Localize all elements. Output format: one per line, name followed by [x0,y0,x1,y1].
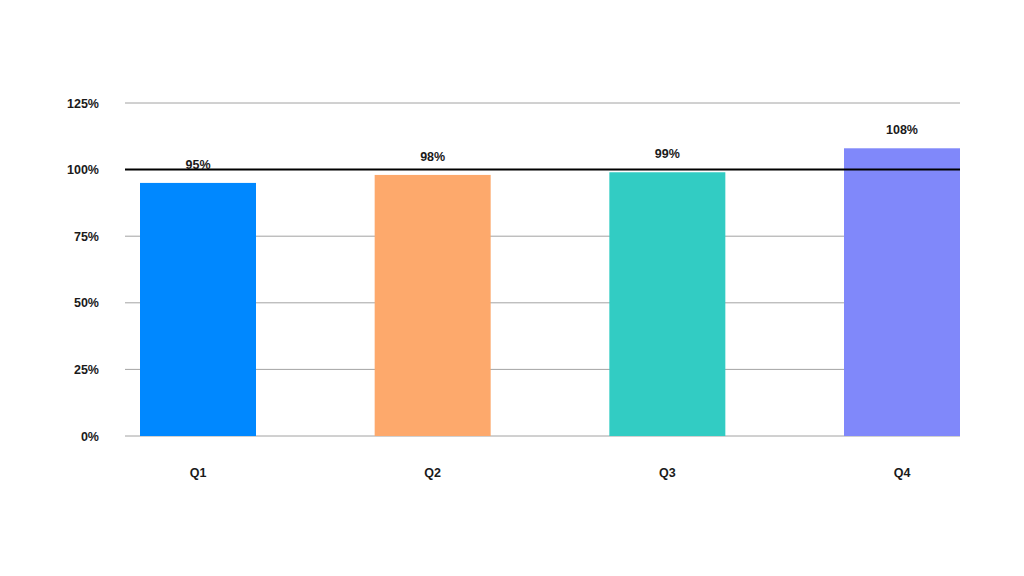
chart-container: 0% 25% 50% 75% 100% 125% 95% 98% 99% 108% Q1 Q2 Q3 Q4 [0,0,1024,576]
y-tick-label: 100% [67,163,99,177]
chart-svg: 0% 25% 50% 75% 100% 125% 95% 98% 99% 108% Q1 Q2 Q3 Q4 [0,0,1024,576]
bars [140,148,960,436]
x-tick-label: Q1 [190,466,207,480]
bar [375,175,491,436]
bar [140,183,256,436]
x-axis: Q1 Q2 Q3 Q4 [190,466,911,480]
x-tick-label: Q3 [659,466,676,480]
y-tick-label: 0% [81,430,99,444]
x-tick-label: Q4 [894,466,911,480]
y-tick-label: 25% [74,363,99,377]
bar [844,148,960,436]
grid-line [125,169,960,170]
target-group [125,169,960,170]
grid [125,103,960,436]
data-labels: 95% 98% 99% 108% [185,123,918,172]
y-axis: 0% 25% 50% 75% 100% 125% [67,97,99,444]
x-tick-label: Q2 [424,466,441,480]
data-label: 95% [185,158,210,172]
grid-line [125,103,960,104]
data-label: 108% [886,123,918,137]
y-tick-label: 75% [74,230,99,244]
bar [609,172,725,436]
data-label: 98% [420,150,445,164]
target-line [125,169,960,171]
data-label: 99% [655,147,680,161]
y-tick-label: 50% [74,296,99,310]
y-tick-label: 125% [67,97,99,111]
